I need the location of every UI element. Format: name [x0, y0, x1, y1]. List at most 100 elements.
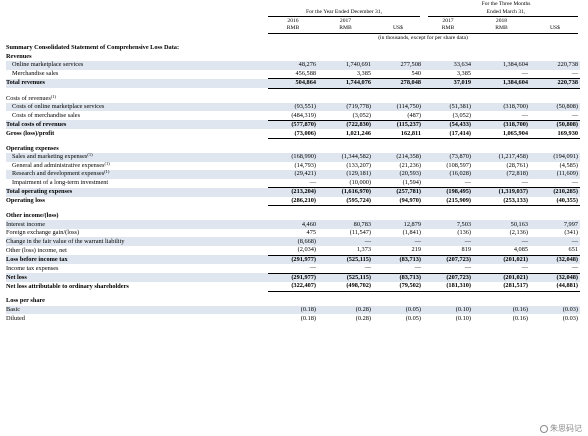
value-cell: 37,019: [423, 78, 473, 89]
value-cell: 33,634: [423, 61, 473, 70]
row-label: Summary Consolidated Statement of Compre…: [6, 44, 268, 53]
row-label: Change in the fair value of the warrant …: [6, 237, 268, 246]
value-cell: (215,909): [423, 196, 473, 207]
value-cell: (281,517): [473, 282, 530, 292]
value-cell: (114,750): [373, 102, 423, 112]
value-cell: [423, 94, 473, 103]
row-label: Total operating expenses: [6, 187, 268, 197]
value-cell: 456,588: [295, 69, 316, 77]
row-label-text: Online marketplace services: [12, 61, 84, 69]
value-cell: (286,210): [268, 196, 318, 207]
value-cell: (50,808): [530, 102, 580, 112]
value-cell: 1,065,904: [473, 129, 530, 139]
value-cell: (83,713): [373, 254, 423, 265]
table-row: Operating expenses: [6, 144, 580, 153]
value-cell: (94,970): [373, 196, 423, 207]
row-label-text: Other (loss) income, net: [6, 246, 67, 254]
row-label: Foreign exchange gain/(loss): [6, 229, 268, 238]
value-cell: [318, 94, 373, 103]
value-cell: (21,236): [399, 161, 421, 169]
value-cell: (0.10): [455, 314, 471, 322]
value-cell: [318, 53, 373, 62]
value-cell: (51,381): [423, 102, 473, 112]
value-cell: (2,034): [297, 246, 316, 254]
value-cell: —: [373, 237, 423, 246]
value-cell: [530, 94, 580, 103]
row-label-text: Basic: [6, 306, 20, 314]
value-cell: (73,006): [268, 129, 318, 139]
table-row: Total operating expenses (213,204) (1,616,…: [6, 187, 580, 197]
value-cell: (0.18): [268, 305, 318, 315]
value-cell: (257,781): [373, 187, 423, 197]
value-cell: (484,319): [291, 111, 316, 119]
year-header-cell: 2016: [287, 18, 299, 24]
table-row: Impairment of a long-term investment — (10…: [6, 179, 580, 188]
value-cell: (83,713): [373, 272, 423, 283]
value-cell: (11,609): [530, 170, 580, 179]
currency-header-cell: US$: [393, 25, 403, 31]
value-cell: —: [364, 264, 371, 272]
row-label-text: Research and development expenses: [12, 170, 105, 178]
value-cell: (525,115): [318, 254, 373, 265]
row-label: Gross (loss)/profit: [6, 129, 268, 138]
value-cell: (201,021): [473, 254, 530, 265]
value-cell: 80,783: [318, 220, 373, 229]
value-cell: (0.05): [405, 314, 421, 322]
row-label-text: Costs of merchandise sales: [12, 111, 81, 119]
value-cell: (341): [564, 229, 578, 237]
table-row: Foreign exchange gain/(loss) 475 (11,547) (…: [6, 229, 580, 238]
value-cell: —: [571, 178, 578, 186]
row-label-text: Costs of online marketplace services: [12, 103, 105, 111]
value-cell: [530, 297, 580, 306]
row-label-text: Summary Consolidated Statement of Compre…: [6, 44, 180, 52]
value-cell: —: [530, 237, 580, 246]
row-label-text: Income tax expenses: [6, 264, 59, 272]
value-cell: (595,724): [318, 196, 373, 207]
value-cell: [318, 44, 373, 53]
value-cell: (44,881): [530, 282, 580, 292]
row-label: Merchandise sales: [6, 70, 268, 79]
value-cell: (79,502): [373, 282, 423, 292]
table-row: Diluted (0.18) (0.28) (0.05) (0.10) (0.16) (0.…: [6, 314, 580, 323]
value-cell: (1,217,458): [473, 153, 530, 162]
value-cell: (0.10): [423, 305, 473, 315]
value-cell: 277,508: [373, 61, 423, 70]
value-cell: (0.03): [530, 305, 580, 315]
value-cell: —: [414, 264, 421, 272]
value-cell: (0.28): [355, 314, 371, 322]
footnote-marker: (1): [87, 153, 93, 158]
currency-header-cell: RMB: [339, 25, 352, 31]
row-label-text: Operating expenses: [6, 144, 59, 152]
row-label-text: General and administrative expenses: [12, 161, 105, 169]
row-label: Operating expenses: [6, 144, 268, 153]
table-row: Basic (0.18) (0.28) (0.05) (0.10) (0.16) (0.03…: [6, 305, 580, 315]
year-group-header: For the Year Ended December 31,: [306, 9, 382, 15]
value-cell: (1,594): [402, 178, 421, 186]
value-cell: 1,384,604: [473, 61, 530, 70]
value-cell: —: [571, 69, 578, 77]
financial-table: Summary Consolidated Statement of Compre…: [6, 44, 580, 323]
row-label: Online marketplace services: [6, 61, 268, 70]
row-label-text: Other income/(loss): [6, 212, 59, 220]
row-label: Interest income: [6, 220, 268, 229]
currency-header-cell: US$: [550, 25, 560, 31]
value-cell: (0.16): [473, 305, 530, 315]
value-cell: 50,163: [473, 220, 530, 229]
currency-header-cell: RMB: [495, 25, 508, 31]
value-cell: (108,597): [446, 161, 471, 169]
watermark: 朱思码记: [540, 423, 582, 434]
value-cell: 1,373: [356, 246, 371, 254]
value-cell: 162,811: [373, 129, 423, 139]
value-cell: (1,616,970): [318, 187, 373, 197]
three-month-group-rule: [428, 16, 578, 17]
table-row: General and administrative expenses(1) (1…: [6, 162, 580, 171]
value-cell: 7,997: [530, 220, 580, 229]
value-cell: 12,879: [373, 220, 423, 229]
row-label-text: Revenues: [6, 52, 32, 60]
value-cell: (54,433): [423, 119, 473, 130]
value-cell: [423, 212, 473, 221]
row-label: General and administrative expenses(1): [6, 162, 268, 171]
row-label: Other income/(loss): [6, 212, 268, 221]
row-label: Impairment of a long-term investment: [6, 179, 268, 188]
